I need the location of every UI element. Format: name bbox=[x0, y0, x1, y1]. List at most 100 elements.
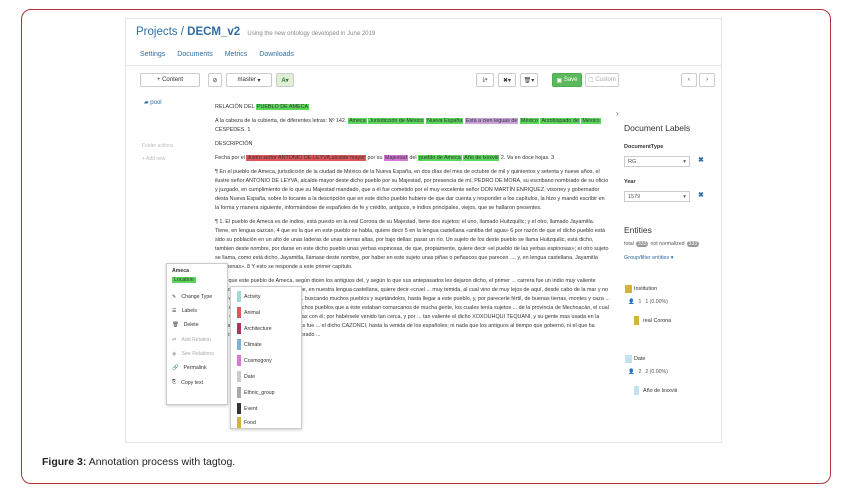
entity-highlight[interactable]: México bbox=[581, 118, 601, 124]
nav-divider bbox=[126, 65, 721, 66]
menu-label: Labels bbox=[181, 308, 197, 314]
download-icon[interactable]: ⤓▾ bbox=[476, 73, 494, 87]
type-option[interactable]: Date bbox=[237, 371, 255, 382]
type-label: Architecture bbox=[244, 325, 272, 332]
nav-documents[interactable]: Documents bbox=[177, 51, 213, 58]
delete-icon[interactable]: 🗑▾ bbox=[520, 73, 538, 87]
menu-label: Copy text bbox=[181, 379, 204, 386]
clear-year-icon[interactable]: ✖ bbox=[698, 192, 704, 199]
p1-text: del bbox=[409, 155, 417, 161]
entity-highlight[interactable]: PUEBLO DE AMECA bbox=[255, 104, 310, 110]
settings-icon[interactable]: ⊘ bbox=[208, 73, 222, 87]
type-swatch bbox=[237, 291, 241, 302]
nav-downloads[interactable]: Downloads bbox=[259, 51, 294, 58]
page-title: Projects / DECM_v2 Using the new ontolog… bbox=[136, 26, 375, 38]
menu-label: Delete bbox=[183, 322, 199, 328]
entity-highlight[interactable]: Jurisdicción de México bbox=[368, 118, 425, 124]
caption-label: Figure 3: bbox=[42, 456, 87, 468]
menu-change-type[interactable]: ✎ Change Type bbox=[172, 294, 212, 300]
type-option[interactable]: Food bbox=[237, 417, 256, 428]
entity-highlight[interactable]: Nueva España bbox=[425, 118, 464, 124]
group-filter-link[interactable]: Group/filter entities ▾ bbox=[624, 255, 674, 261]
collapse-panel-icon[interactable]: › bbox=[616, 109, 619, 118]
type-option[interactable]: Event bbox=[237, 403, 257, 414]
next-doc-button[interactable]: › bbox=[699, 73, 715, 87]
date-count: 2 bbox=[638, 369, 642, 375]
menu-delete[interactable]: 🗑 Delete bbox=[172, 322, 199, 328]
type-swatch bbox=[237, 355, 241, 366]
institution-item[interactable]: real Corona bbox=[643, 318, 672, 324]
type-option[interactable]: Climate bbox=[237, 339, 262, 350]
menu-permalink[interactable]: 🔗 Permalink bbox=[172, 365, 207, 371]
user-icon: 👤 bbox=[628, 299, 635, 305]
type-swatch bbox=[237, 387, 241, 398]
doctype-label: DocumentType bbox=[624, 144, 664, 150]
project-nav: Settings Documents Metrics Downloads bbox=[140, 51, 294, 58]
entity-highlight[interactable]: Majestad bbox=[384, 155, 408, 161]
save-label: Save bbox=[563, 77, 578, 83]
type-label: Food bbox=[244, 419, 256, 426]
type-label: Activity bbox=[244, 293, 261, 300]
date-swatch bbox=[625, 355, 632, 363]
type-option[interactable]: Ethnic_group bbox=[237, 387, 275, 398]
tools-icon[interactable]: ✖▾ bbox=[498, 73, 516, 87]
menu-label: Permalink bbox=[183, 365, 207, 371]
p1-text: 2. Va en doce hojas. 3 bbox=[500, 155, 555, 161]
type-label: Date bbox=[244, 373, 255, 380]
type-swatch bbox=[237, 323, 241, 334]
entity-highlight[interactable]: ilustre señor ANTONIO DE LEYVA,alcalde m… bbox=[246, 155, 367, 161]
type-option[interactable]: Cosmogony bbox=[237, 355, 272, 366]
type-option[interactable]: Architecture bbox=[237, 323, 272, 334]
custom-button[interactable]: ☐ Custom bbox=[585, 73, 619, 87]
doctype-value: RG bbox=[628, 159, 637, 165]
type-option[interactable]: Animal bbox=[237, 307, 260, 318]
folder-actions[interactable]: Folder actions bbox=[142, 143, 174, 149]
institution-pct: 1 (0.00%) bbox=[645, 299, 668, 305]
user-icon: 👤 bbox=[628, 369, 635, 375]
doc-title: RELACIÓN DEL PUEBLO DE AMECA bbox=[215, 103, 610, 112]
context-entity-type[interactable]: Location bbox=[172, 277, 196, 283]
type-label: Cosmogony bbox=[244, 357, 272, 364]
context-entity-name: Ameca bbox=[172, 268, 190, 274]
year-select[interactable]: 1579 ▾ bbox=[624, 191, 690, 202]
projects-link[interactable]: Projects bbox=[136, 26, 178, 38]
permalink-icon: 🔗 bbox=[172, 365, 179, 371]
add-new-folder[interactable]: + Add new bbox=[142, 156, 166, 162]
add-content-button[interactable]: + Content bbox=[140, 73, 200, 87]
menu-see-relations[interactable]: ◉ See Relations bbox=[172, 351, 214, 357]
total-label: total bbox=[624, 241, 634, 247]
institution-swatch bbox=[625, 285, 632, 293]
nav-settings[interactable]: Settings bbox=[140, 51, 166, 58]
entity-highlight[interactable]: México bbox=[519, 118, 539, 124]
entity-highlight[interactable]: pueblo de Ameca bbox=[418, 155, 462, 161]
entity-highlight[interactable]: Está a cien leguas de bbox=[464, 118, 519, 124]
prev-doc-button[interactable]: ‹ bbox=[681, 73, 697, 87]
entity-highlight[interactable]: Arzobispado de bbox=[540, 118, 580, 124]
type-label: Ethnic_group bbox=[244, 389, 275, 396]
not-normalized-badge: 333 bbox=[686, 241, 700, 247]
institution-title: Institution bbox=[634, 286, 658, 292]
date-pct: 2 (0.00%) bbox=[645, 369, 668, 375]
pool-label: pool bbox=[150, 100, 162, 106]
text-format-icon[interactable]: A▾ bbox=[276, 73, 294, 87]
institution-stats: 👤 1 1 (0.00%) bbox=[628, 299, 668, 305]
menu-copy-text[interactable]: ⎘ Copy text bbox=[172, 379, 203, 386]
sidebar-item-pool[interactable]: ▰ pool bbox=[144, 100, 162, 106]
type-submenu: Activity Animal Architecture Climate Cos… bbox=[230, 286, 302, 429]
type-swatch bbox=[237, 403, 241, 414]
entity-type-badge: Location bbox=[172, 277, 196, 283]
doc-head: A la cabeza de la cubierta, de diferente… bbox=[215, 117, 610, 135]
entity-highlight[interactable]: Ameca bbox=[347, 118, 367, 124]
menu-labels[interactable]: ☰ Labels bbox=[172, 308, 197, 314]
type-option[interactable]: Activity bbox=[237, 291, 260, 302]
clear-doctype-icon[interactable]: ✖ bbox=[698, 157, 704, 164]
save-button[interactable]: ▣ Save bbox=[552, 73, 582, 87]
type-swatch bbox=[237, 307, 241, 318]
doctype-select[interactable]: RG ▾ bbox=[624, 156, 690, 167]
branch-select[interactable]: master ▾ bbox=[226, 73, 272, 87]
date-item[interactable]: Año de lxxxviii bbox=[643, 388, 678, 394]
entity-highlight[interactable]: Año de lxxxviii bbox=[463, 155, 500, 161]
nav-metrics[interactable]: Metrics bbox=[224, 51, 248, 58]
menu-add-relation[interactable]: ⇄ Add Relation bbox=[172, 337, 211, 343]
title-separator: / bbox=[180, 26, 184, 38]
